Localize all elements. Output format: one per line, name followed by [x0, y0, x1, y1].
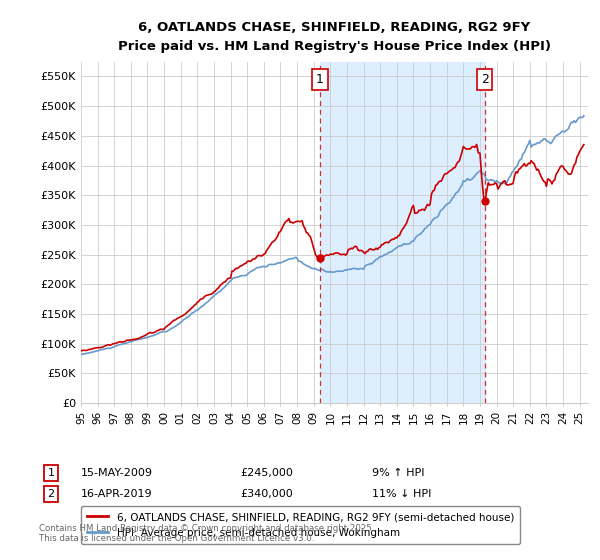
Text: 2: 2 [47, 489, 55, 499]
Text: £245,000: £245,000 [240, 468, 293, 478]
Title: 6, OATLANDS CHASE, SHINFIELD, READING, RG2 9FY
Price paid vs. HM Land Registry's: 6, OATLANDS CHASE, SHINFIELD, READING, R… [118, 21, 551, 54]
Text: 9% ↑ HPI: 9% ↑ HPI [372, 468, 425, 478]
Text: Contains HM Land Registry data © Crown copyright and database right 2025.
This d: Contains HM Land Registry data © Crown c… [39, 524, 374, 543]
Text: £340,000: £340,000 [240, 489, 293, 499]
Text: 15-MAY-2009: 15-MAY-2009 [81, 468, 153, 478]
Legend: 6, OATLANDS CHASE, SHINFIELD, READING, RG2 9FY (semi-detached house), HPI: Avera: 6, OATLANDS CHASE, SHINFIELD, READING, R… [81, 506, 520, 544]
Text: 2: 2 [481, 73, 488, 86]
Text: 11% ↓ HPI: 11% ↓ HPI [372, 489, 431, 499]
Bar [320, 62, 485, 403]
Text: 1: 1 [316, 73, 324, 86]
Text: 16-APR-2019: 16-APR-2019 [81, 489, 152, 499]
Text: 1: 1 [47, 468, 55, 478]
